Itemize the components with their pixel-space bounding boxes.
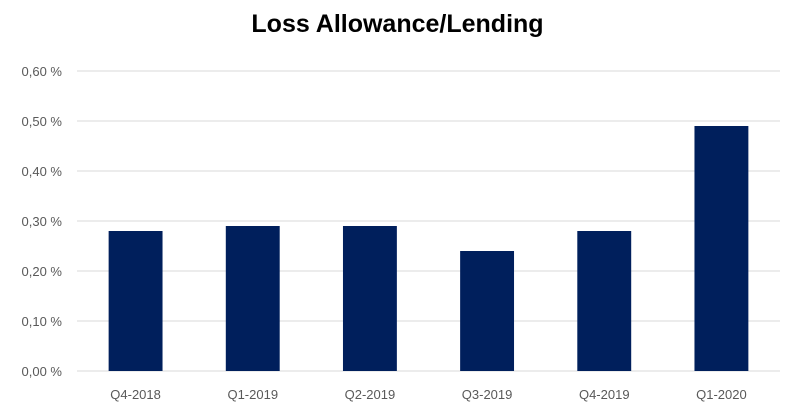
bar-q3-2019 [460,251,515,371]
y-tick-label: 0,50 % [22,114,63,129]
y-tick-label: 0,20 % [22,264,63,279]
y-tick-label: 0,30 % [22,214,63,229]
bar-q4-2018 [108,231,163,371]
y-tick-label: 0,00 % [22,364,63,379]
x-tick-label: Q1-2019 [227,387,278,402]
x-tick-label: Q3-2019 [462,387,513,402]
bar-q4-2019 [577,231,632,371]
bar-q1-2019 [225,226,280,371]
y-tick-label: 0,60 % [22,64,63,79]
chart-title: Loss Allowance/Lending [251,10,544,38]
y-tick-label: 0,10 % [22,314,63,329]
x-tick-label: Q1-2020 [696,387,747,402]
x-tick-label: Q4-2018 [110,387,161,402]
y-tick-label: 0,40 % [22,164,63,179]
bar-q1-2020 [694,126,749,371]
bar-q2-2019 [342,226,397,371]
x-tick-label: Q4-2019 [579,387,630,402]
x-tick-label: Q2-2019 [345,387,396,402]
